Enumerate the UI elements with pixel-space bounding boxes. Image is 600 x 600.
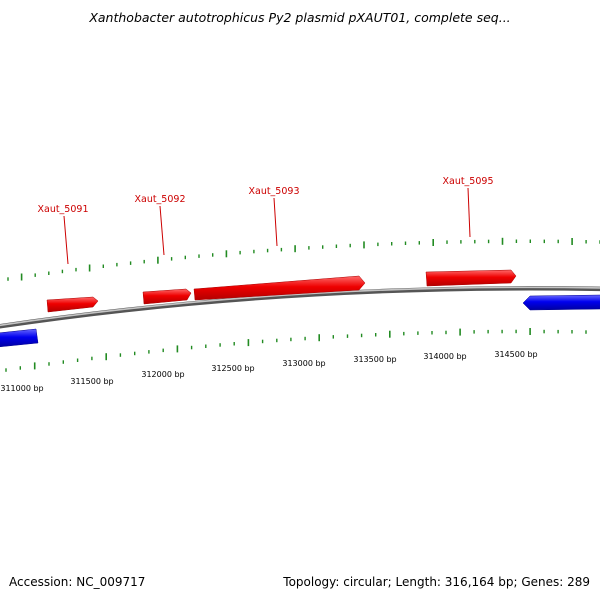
gene-arrow-xaut-5095[interactable] [425,269,517,287]
gene-label-xaut-5095[interactable]: Xaut_5095 [442,176,493,187]
reverse-strand-genes [0,294,600,348]
gene-arrow-reverse-right[interactable] [522,294,600,311]
scale-label: 311000 bp [0,384,43,393]
scale-label: 314500 bp [494,350,537,359]
gene-arrow-xaut-5093[interactable] [193,275,366,301]
gene-arrow-xaut-5092[interactable] [142,288,192,305]
scale-label: 312000 bp [141,370,184,379]
scale-label: 313500 bp [353,355,396,364]
summary-text: Topology: circular; Length: 316,164 bp; … [283,575,590,589]
gene-label-xaut-5091[interactable]: Xaut_5091 [37,204,88,215]
sequence-backbone [0,286,600,329]
gene-labels: Xaut_5091 Xaut_5092 Xaut_5093 Xaut_5095 [37,176,493,215]
forward-strand-genes [46,269,517,313]
gene-arrow-xaut-5091[interactable] [46,296,99,313]
scale-label: 312500 bp [211,364,254,373]
gene-label-xaut-5093[interactable]: Xaut_5093 [248,186,299,197]
accession-text: Accession: NC_009717 [9,575,146,589]
scale-labels: 311000 bp 311500 bp 312000 bp 312500 bp … [0,350,537,393]
scale-label: 313000 bp [282,359,325,368]
scale-label: 314000 bp [423,352,466,361]
gene-label-leaders [63,187,471,265]
outer-tick-ring [7,237,600,281]
gene-arrow-reverse-left[interactable] [0,328,39,348]
map-title: Xanthobacter autotrophicus Py2 plasmid p… [89,10,511,25]
inner-tick-ring [5,328,587,372]
gene-label-xaut-5092[interactable]: Xaut_5092 [134,194,185,205]
scale-label: 311500 bp [70,377,113,386]
